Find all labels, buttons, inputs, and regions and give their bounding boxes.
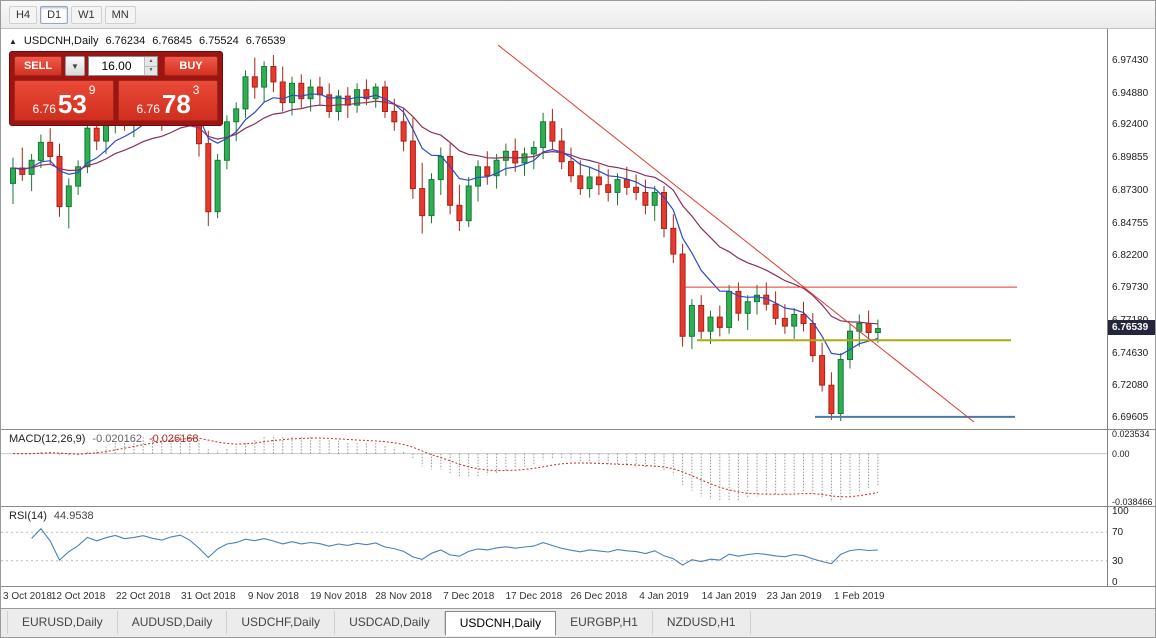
date-label: 1 Feb 2019 — [833, 591, 885, 602]
rsi-axis-tick: 100 — [1112, 506, 1129, 517]
price-tick: 6.79730 — [1112, 282, 1149, 294]
macd-value-main: -0.020162 — [92, 433, 142, 445]
date-label: 19 Nov 2018 — [310, 591, 367, 602]
macd-axis-min: -0.038466 — [1112, 497, 1153, 507]
rsi-chart — [1, 527, 1107, 566]
sell-price-pips: 53 — [57, 89, 87, 119]
macd-axis-zero: 0.00 — [1112, 448, 1130, 459]
chart-tab-bar: EURUSD,Daily AUDUSD,Daily USDCHF,Daily U… — [1, 608, 1155, 637]
panel-separator[interactable] — [1, 429, 1155, 430]
date-label: 14 Jan 2019 — [701, 591, 757, 602]
date-label: 3 Oct 2018 — [3, 591, 52, 602]
tab-audusd-daily[interactable]: AUDUSD,Daily — [118, 611, 228, 634]
timeframe-toolbar: H4 D1 W1 MN — [1, 1, 1155, 29]
price-tick: 6.89855 — [1112, 152, 1149, 164]
panel-separator — [1, 586, 1155, 587]
chart-icon: ▲ — [9, 36, 17, 46]
date-label: 26 Dec 2018 — [570, 591, 628, 602]
rsi-label: RSI(14) 44.9538 — [9, 510, 94, 522]
date-label: 23 Jan 2019 — [766, 591, 822, 602]
rsi-axis-tick: 30 — [1112, 555, 1124, 567]
date-label: 12 Oct 2018 — [50, 591, 106, 602]
volume-decrease-button[interactable]: ▼ — [145, 66, 157, 75]
date-label: 28 Nov 2018 — [375, 591, 432, 602]
date-label: 22 Oct 2018 — [115, 591, 171, 602]
price-tick: 6.92400 — [1112, 119, 1149, 131]
macd-axis-max: 0.023534 — [1112, 429, 1150, 439]
timeframe-h4-button[interactable]: H4 — [9, 5, 38, 24]
price-tick: 6.74630 — [1112, 347, 1149, 359]
panel-separator[interactable] — [1, 506, 1155, 507]
volume-input[interactable] — [89, 57, 144, 75]
chart-title: ▲ USDCNH,Daily 6.76234 6.76845 6.75524 6… — [9, 35, 286, 47]
buy-price-box[interactable]: 6.76 78 3 — [118, 80, 218, 121]
rsi-axis-tick: 0 — [1112, 577, 1118, 588]
price-tick: 6.94880 — [1112, 87, 1149, 99]
price-tick: 6.69605 — [1112, 412, 1149, 424]
ohlc-low: 6.75524 — [199, 35, 239, 47]
macd-name: MACD(12,26,9) — [9, 433, 86, 445]
volume-dropdown-button[interactable]: ▼ — [65, 56, 85, 76]
rsi-name: RSI(14) — [9, 510, 47, 522]
current-price-badge: 6.76539 — [1108, 320, 1155, 336]
ohlc-high: 6.76845 — [152, 35, 193, 47]
sell-price-base: 6.76 — [32, 102, 56, 116]
macd-label: MACD(12,26,9) -0.020162 -0.026168 — [9, 433, 199, 445]
volume-field: ▲ ▼ — [88, 56, 158, 76]
macd-panel[interactable]: MACD(12,26,9) -0.020162 -0.026168 — [1, 430, 1107, 506]
rsi-axis-tick: 70 — [1112, 527, 1124, 539]
ohlc-open: 6.76234 — [105, 35, 146, 47]
price-axis[interactable]: 6.76539 6.97430 6.94880 6.92400 6.89855 6.87… — [1107, 29, 1155, 588]
price-tick: 6.84755 — [1112, 217, 1149, 229]
sell-button[interactable]: SELL — [14, 56, 62, 76]
timeframe-w1-button[interactable]: W1 — [71, 5, 102, 24]
price-tick: 6.87300 — [1112, 184, 1149, 196]
candlestick-chart[interactable] — [1, 29, 1107, 429]
price-tick: 6.97430 — [1112, 54, 1149, 66]
buy-button[interactable]: BUY — [164, 56, 218, 76]
macd-chart — [1, 434, 1107, 502]
volume-spinner: ▲ ▼ — [144, 57, 157, 75]
macd-value-signal: -0.026168 — [148, 433, 199, 445]
tab-eurusd-daily[interactable]: EURUSD,Daily — [7, 611, 118, 634]
sell-price-point: 9 — [88, 83, 96, 97]
date-axis[interactable]: 3 Oct 2018 12 Oct 2018 22 Oct 2018 31 Oct 2… — [1, 587, 1155, 608]
rsi-value: 44.9538 — [53, 510, 94, 522]
chevron-down-icon: ▼ — [71, 61, 79, 71]
date-label: 31 Oct 2018 — [181, 591, 236, 602]
tab-usdchf-daily[interactable]: USDCHF,Daily — [227, 611, 336, 634]
price-chart-panel[interactable]: ▲ USDCNH,Daily 6.76234 6.76845 6.75524 6… — [1, 29, 1107, 429]
buy-price-point: 3 — [192, 83, 200, 97]
date-label: 7 Dec 2018 — [443, 591, 495, 602]
date-label: 9 Nov 2018 — [247, 591, 299, 602]
sell-price-box[interactable]: 6.76 53 9 — [14, 80, 114, 121]
timeframe-d1-button[interactable]: D1 — [40, 5, 69, 24]
buy-price-pips: 78 — [161, 89, 191, 119]
tab-eurgbp-h1[interactable]: EURGBP,H1 — [556, 611, 653, 634]
tab-usdcad-daily[interactable]: USDCAD,Daily — [335, 611, 445, 634]
date-label: 4 Jan 2019 — [639, 591, 689, 602]
tab-nzdusd-h1[interactable]: NZDUSD,H1 — [653, 611, 751, 634]
rsi-panel[interactable]: RSI(14) 44.9538 — [1, 507, 1107, 586]
volume-increase-button[interactable]: ▲ — [145, 57, 157, 67]
timeframe-mn-button[interactable]: MN — [104, 5, 136, 24]
buy-price-base: 6.76 — [136, 102, 160, 116]
price-tick: 6.82200 — [1112, 250, 1149, 262]
price-tick: 6.72080 — [1112, 380, 1149, 392]
date-label: 17 Dec 2018 — [505, 591, 563, 602]
ohlc-close: 6.76539 — [245, 35, 286, 47]
chart-symbol-label: USDCNH,Daily — [23, 35, 99, 47]
tab-usdcnh-daily[interactable]: USDCNH,Daily — [444, 611, 557, 636]
